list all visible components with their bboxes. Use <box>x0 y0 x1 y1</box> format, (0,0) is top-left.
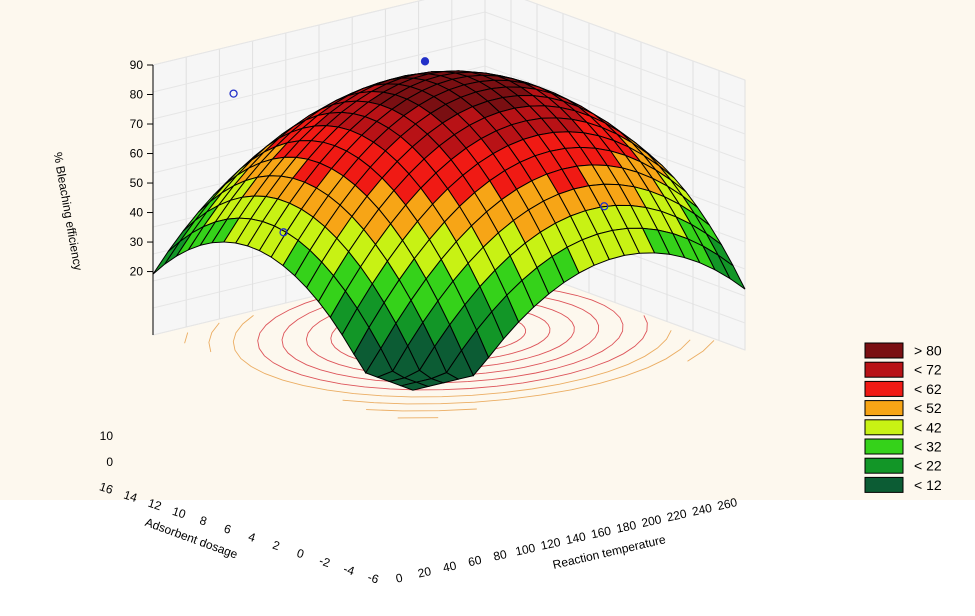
legend-label: < 72 <box>914 362 942 378</box>
y-tick-label: 8 <box>198 513 209 528</box>
legend-label: > 80 <box>914 343 942 359</box>
x-tick-label: 260 <box>716 495 739 513</box>
legend: > 80 < 72 < 62 < 52 < 42 < 32 < 22 < 12 <box>864 342 942 493</box>
x-tick-label: 200 <box>640 512 663 530</box>
legend-swatch <box>864 342 904 359</box>
z-tick-label: 90 <box>130 58 144 72</box>
z-tick-label: 50 <box>130 176 144 190</box>
legend-label: < 42 <box>914 419 942 435</box>
y-tick-label: -6 <box>366 570 381 587</box>
legend-label: < 32 <box>914 439 942 455</box>
legend-swatch <box>864 438 904 455</box>
wall-gridline <box>152 11 486 93</box>
legend-swatch <box>864 419 904 436</box>
legend-swatch <box>864 457 904 474</box>
z-extra-tick-label: 0 <box>106 455 113 469</box>
x-tick-label: 140 <box>565 529 588 547</box>
surface-cell <box>399 381 430 391</box>
z-tick-label: 30 <box>130 235 144 249</box>
y-tick-label: 4 <box>247 530 258 545</box>
y-tick-label: 12 <box>146 496 163 514</box>
wall-gridline <box>524 0 746 81</box>
contour-line <box>184 332 715 412</box>
legend-label: < 12 <box>914 477 942 493</box>
legend-swatch <box>864 400 904 417</box>
x-tick-label: 40 <box>442 558 458 575</box>
z-tick-label: 60 <box>130 147 144 161</box>
wall-gridline <box>484 11 746 108</box>
legend-swatch <box>864 361 904 378</box>
legend-label: < 22 <box>914 458 942 474</box>
x-tick-label: 100 <box>514 541 537 559</box>
legend-label: < 52 <box>914 400 942 416</box>
y-tick-label: 2 <box>271 538 282 553</box>
wall-gridline <box>484 38 746 135</box>
z-extra-tick-label: 10 <box>100 429 114 443</box>
x-tick-label: 60 <box>467 553 483 570</box>
y-tick-label: 6 <box>222 521 233 536</box>
z-tick-label: 80 <box>130 88 144 102</box>
y-tick-label: 10 <box>171 504 188 522</box>
legend-swatch <box>864 380 904 397</box>
x-tick-label: 120 <box>539 535 562 553</box>
x-tick-label: 220 <box>665 506 688 524</box>
x-tick-label: 160 <box>590 524 613 542</box>
y-tick-label: -4 <box>342 562 357 579</box>
y-tick-label: -2 <box>317 554 332 571</box>
y-axis-title: Adsorbent dosage <box>143 515 240 562</box>
x-tick-label: 240 <box>691 501 714 519</box>
design-points <box>229 57 609 237</box>
legend-label: < 62 <box>914 381 942 397</box>
x-tick-label: 0 <box>394 570 404 585</box>
x-tick-label: 180 <box>615 518 638 536</box>
design-point <box>279 228 288 237</box>
legend-swatch <box>864 476 904 493</box>
x-tick-label: 80 <box>492 547 508 564</box>
wall-gridline <box>152 0 425 66</box>
wall-gridline <box>484 65 746 162</box>
wall-gridline <box>152 38 486 120</box>
z-tick-label: 70 <box>130 117 144 131</box>
y-tick-label: 14 <box>122 488 139 506</box>
x-tick-label: 20 <box>416 564 432 581</box>
z-tick-label: 20 <box>130 265 144 279</box>
response-surface <box>152 70 746 391</box>
z-tick-label: 40 <box>130 206 144 220</box>
design-point <box>229 89 238 98</box>
y-tick-label: 16 <box>98 479 115 497</box>
design-point <box>600 202 609 211</box>
design-point <box>420 57 430 66</box>
y-tick-label: 0 <box>295 546 306 561</box>
